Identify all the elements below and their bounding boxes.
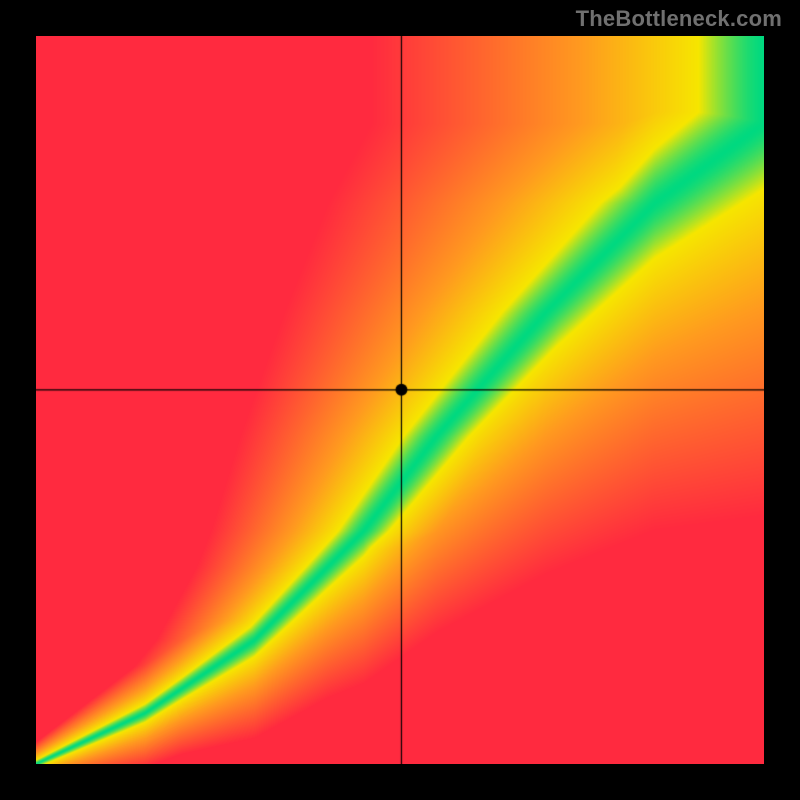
watermark-text: TheBottleneck.com — [576, 6, 782, 32]
heatmap-canvas — [36, 36, 764, 764]
plot-area — [36, 36, 764, 764]
chart-container: TheBottleneck.com — [0, 0, 800, 800]
